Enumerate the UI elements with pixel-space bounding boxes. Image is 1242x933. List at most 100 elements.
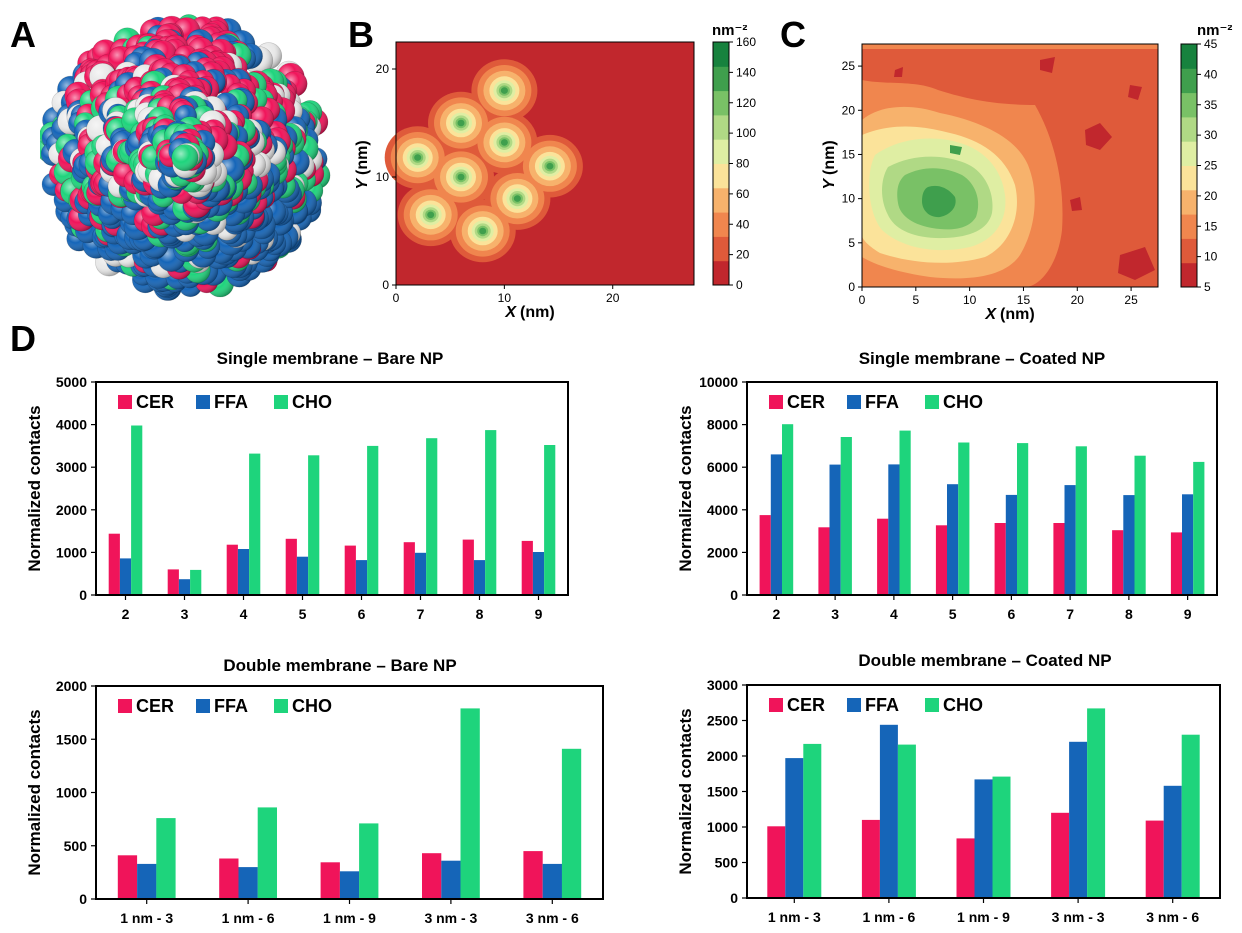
y-tick-label: 0 [79,587,87,603]
map-b-hotspots [384,59,583,263]
x-tick-label: 3 [831,606,839,622]
hotspot-ring [513,195,521,202]
colorbar-segment [713,114,729,140]
hotspot-ring [500,139,508,146]
colorbar-segment [1181,165,1197,191]
x-tick-label: 2 [772,606,780,622]
colorbar-tick-label: 20 [1204,189,1218,203]
colorbar-tick-label: 45 [1204,37,1218,51]
x-tick-label: 5 [949,606,957,622]
bar-cho [367,445,379,595]
bar-cho [359,823,379,899]
bar-ffa [1069,741,1088,898]
colorbar-segment [713,212,729,237]
x-tick-label: 1 nm - 9 [323,910,376,926]
x-tick-label: 9 [1184,606,1192,622]
bar-ffa [238,867,258,899]
bar-cer [219,858,239,899]
bar-cho [992,776,1011,898]
bar-cer [877,518,889,595]
colorbar-tick-label: 20 [736,248,750,262]
legend-swatch-ffa [847,698,861,712]
map-c-frame [861,43,1159,288]
y-tick-label: 2000 [56,502,87,518]
legend-label-ffa: FFA [214,696,248,716]
bar-ffa [237,549,250,595]
bar-cer [994,523,1006,595]
legend-swatch-cer [769,395,783,409]
y-tick-label: 2500 [707,713,738,729]
hotspot-ring [457,119,465,127]
legend-label-cho: CHO [943,392,983,412]
panel-letter-d: D [10,318,36,359]
hotspot-ring [427,211,435,219]
colorbar-segment [1181,92,1197,118]
legend-label-cho: CHO [292,392,332,412]
bar-cho [840,437,852,595]
colorbar-tick-label: 80 [736,157,750,171]
colorbar-tick-label: 30 [1204,128,1218,142]
plot-frame [95,685,604,900]
x-tick-label: 1 nm - 9 [957,909,1010,925]
x-tick-label: 10 [498,291,512,305]
legend-label-ffa: FFA [865,392,899,412]
y-tick-label: 0 [730,890,738,906]
map-b-x-ticks: 0 10 20 [393,285,620,305]
bar-cho [803,743,822,898]
chart-title: Single membrane – Coated NP [859,349,1106,368]
colorbar-segment [1181,116,1197,142]
legend-swatch-ffa [196,699,210,713]
map-b-frame [395,41,695,286]
x-tick-label: 10 [963,293,977,307]
legend-label-ffa: FFA [865,695,899,715]
bar-cho [782,424,794,595]
x-tick-label: 9 [535,606,543,622]
bar-ffa [414,552,427,595]
map-c-xlabel: X (nm) [984,306,1034,323]
x-tick-label: 4 [890,606,898,622]
hotspot-ring [414,154,422,161]
y-tick-label: 0 [79,891,87,907]
plot-frame [95,381,569,596]
map-c-colorbar: 5 10 15 20 25 30 35 40 45 [1180,37,1218,294]
bar-cho [1181,734,1200,898]
bar-chart-single-coated: Single membrane – Coated NP Normalized co… [676,349,1218,622]
bar-ffa [785,758,804,898]
map-c-colorbar-unit: nm⁻² [1197,25,1232,39]
colorbar-segment [1181,262,1197,288]
map-b-xlabel: X (nm) [504,304,554,321]
bar-cho [460,708,480,899]
x-tick-label: 3 nm - 6 [1146,909,1199,925]
hotspot-ring [500,87,508,94]
legend-swatch-ffa [847,395,861,409]
bar-cer [1053,523,1065,595]
chart-ylabel: Normalized contacts [25,405,44,571]
y-tick-label: 1500 [707,784,738,800]
colorbar-segment [713,187,729,213]
x-tick-label: 5 [299,606,307,622]
legend-label-ffa: FFA [214,392,248,412]
colorbar-tick-label: 140 [736,65,756,79]
y-tick-label: 1000 [56,785,87,801]
colorbar-segment [713,163,729,189]
colorbar-tick-label: 5 [1204,280,1211,294]
bar-chart-double-bare: Double membrane – Bare NP Normalized cont… [25,656,604,926]
chart-ylabel: Normalized contacts [676,708,695,874]
bar-ffa [888,464,900,595]
bar-ffa [532,552,545,595]
y-tick-label: 0 [382,278,389,292]
bar-ffa [1005,494,1017,595]
hotspot-ring [479,227,487,235]
y-tick-label: 6000 [707,459,738,475]
x-tick-label: 25 [1124,293,1138,307]
bar-cho [156,818,176,899]
bar-cer [344,545,356,595]
bar-ffa [1182,494,1194,595]
y-tick-label: 10 [376,170,390,184]
bar-cho [1075,446,1087,595]
bar-cer [759,515,771,595]
x-tick-label: 2 [122,606,130,622]
legend-swatch-cho [274,699,288,713]
map-c-ylabel: Y(nm) [821,140,838,189]
y-tick-label: 1500 [56,731,87,747]
